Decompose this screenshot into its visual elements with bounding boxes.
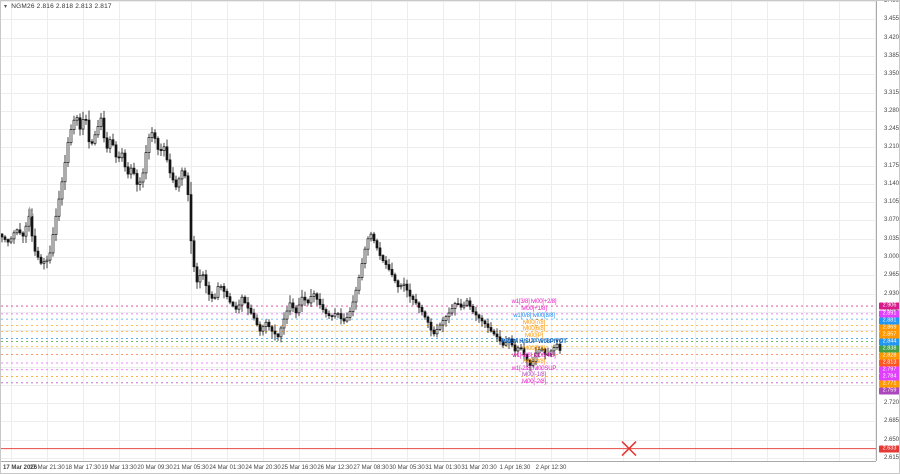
price-tick-label: 3.350 — [883, 71, 899, 78]
level-label: w1[-2/8] lvl00SUP — [511, 365, 557, 372]
price-tick-label: 2.965 — [883, 272, 899, 279]
time-axis[interactable]: 17 Mar 2026 17 Mar 21:30 18 Mar 17:30 19 Ma… — [1, 461, 899, 473]
price-tick-label: 3.490 — [883, 0, 899, 5]
price-tick-label: 3.105 — [883, 199, 899, 206]
axis-corner — [876, 461, 899, 473]
mouse-cursor-marker — [29, 206, 34, 219]
target-x-marker[interactable] — [621, 441, 637, 457]
price-tick-label: 2.615 — [883, 454, 899, 461]
level-label: PREM H/SUP W08PIVOT — [501, 339, 567, 346]
level-price-badge: 2.813 — [879, 359, 899, 367]
price-tick-label: 3.035 — [883, 235, 899, 242]
price-tick-label: 3.420 — [883, 34, 899, 41]
level-price-badge: 2.797 — [879, 366, 899, 374]
chart-title: ▾ NGM26 2.816 2.818 2.813 2.817 — [4, 3, 112, 10]
time-tick-label: 26 Mar 12:30 — [317, 465, 353, 471]
level-label: lvl00[3/8] — [522, 359, 546, 366]
price-tick-label: 3.385 — [883, 52, 899, 59]
price-tick-label: 3.315 — [883, 89, 899, 96]
price-tick-label: 2.685 — [883, 418, 899, 425]
time-tick-label: 24 Mar 20:30 — [245, 465, 281, 471]
time-tick-label: 17 Mar 21:30 — [29, 465, 65, 471]
price-tick-label: 3.245 — [883, 126, 899, 133]
time-tick-label: 31 Mar 01:30 — [425, 465, 461, 471]
level-label: lvl00[-1/8] — [522, 372, 546, 379]
price-tick-label: 3.455 — [883, 16, 899, 23]
level-label: w1[3/8] lvl00[+2/8] — [511, 298, 557, 305]
ohlc-values: 2.816 2.818 2.813 2.817 — [36, 3, 112, 10]
level-price-badge: 2.784 — [879, 373, 899, 381]
level-price-badge: 2.857 — [879, 331, 899, 339]
level-price-badge: 2.844 — [879, 338, 899, 346]
level-label: lvl00[+1/8] — [521, 306, 547, 313]
price-axis[interactable]: 3.490 3.455 3.420 3.385 3.350 3.315 3.280 3.245… — [876, 0, 899, 461]
time-tick-label: 30 Mar 05:30 — [389, 465, 425, 471]
level-price-badge: 2.891 — [879, 310, 899, 318]
level-price-badge: 2.828 — [879, 352, 899, 360]
price-tick-label: 3.210 — [883, 144, 899, 151]
level-label: lvl00[-2/8] — [522, 378, 546, 385]
time-tick-label: 24 Mar 01:30 — [209, 465, 245, 471]
time-tick-label: 18 Mar 17:30 — [65, 465, 101, 471]
time-tick-label: 31 Mar 20:30 — [461, 465, 497, 471]
level-label: w1[0/8] lvl00[8/8] — [513, 312, 555, 319]
price-tick-label: 3.140 — [883, 180, 899, 187]
level-price-badge: 2.906 — [879, 302, 899, 310]
time-tick-label: 21 Mar 05:30 — [173, 465, 209, 471]
price-tick-label: 2.720 — [883, 400, 899, 407]
level-label: lvl00[P] — [524, 332, 544, 339]
time-tick-label: 2 Apr 12:30 — [535, 465, 567, 471]
time-tick-label: 20 Mar 09:30 — [137, 465, 173, 471]
time-tick-label: 17 Mar 2026 — [3, 465, 38, 471]
chart-plot-area[interactable]: ▾ NGM26 2.816 2.818 2.813 2.817 w1[3/8] … — [1, 1, 876, 461]
candle-series — [1, 110, 562, 371]
symbol-dropdown-icon[interactable]: ▾ — [4, 4, 8, 10]
target-price-badge: 2.633 — [879, 445, 899, 453]
time-tick-label: 25 Mar 16:30 — [281, 465, 317, 471]
price-tick-label: 3.000 — [883, 253, 899, 260]
price-tick-label: 3.280 — [883, 107, 899, 114]
level-label: lvl00[7/8] — [522, 319, 546, 326]
time-tick-label: 1 Apr 16:30 — [499, 465, 531, 471]
price-tick-label: 3.175 — [883, 162, 899, 169]
level-price-badge: 2.771 — [879, 380, 899, 388]
price-tick-label: 2.650 — [883, 436, 899, 443]
time-tick-label: 27 Mar 08:30 — [353, 465, 389, 471]
level-price-badge: 2.881 — [879, 317, 899, 325]
level-price-badge: 2.759 — [879, 387, 899, 395]
price-tick-label: 3.070 — [883, 217, 899, 224]
level-price-badge: 2.869 — [879, 324, 899, 332]
level-label: w1[-1/8] lvl00[4/8] — [512, 352, 556, 359]
time-tick-label: 19 Mar 13:30 — [101, 465, 137, 471]
symbol-label: NGM26 — [11, 3, 35, 10]
level-price-badge: 2.838 — [879, 345, 899, 353]
candlestick-chart-canvas[interactable] — [1, 1, 876, 461]
level-label: lvl00[6/8] — [522, 326, 546, 333]
level-label: lvl00[5/8] — [522, 345, 546, 352]
price-tick-label: 2.930 — [883, 290, 899, 297]
